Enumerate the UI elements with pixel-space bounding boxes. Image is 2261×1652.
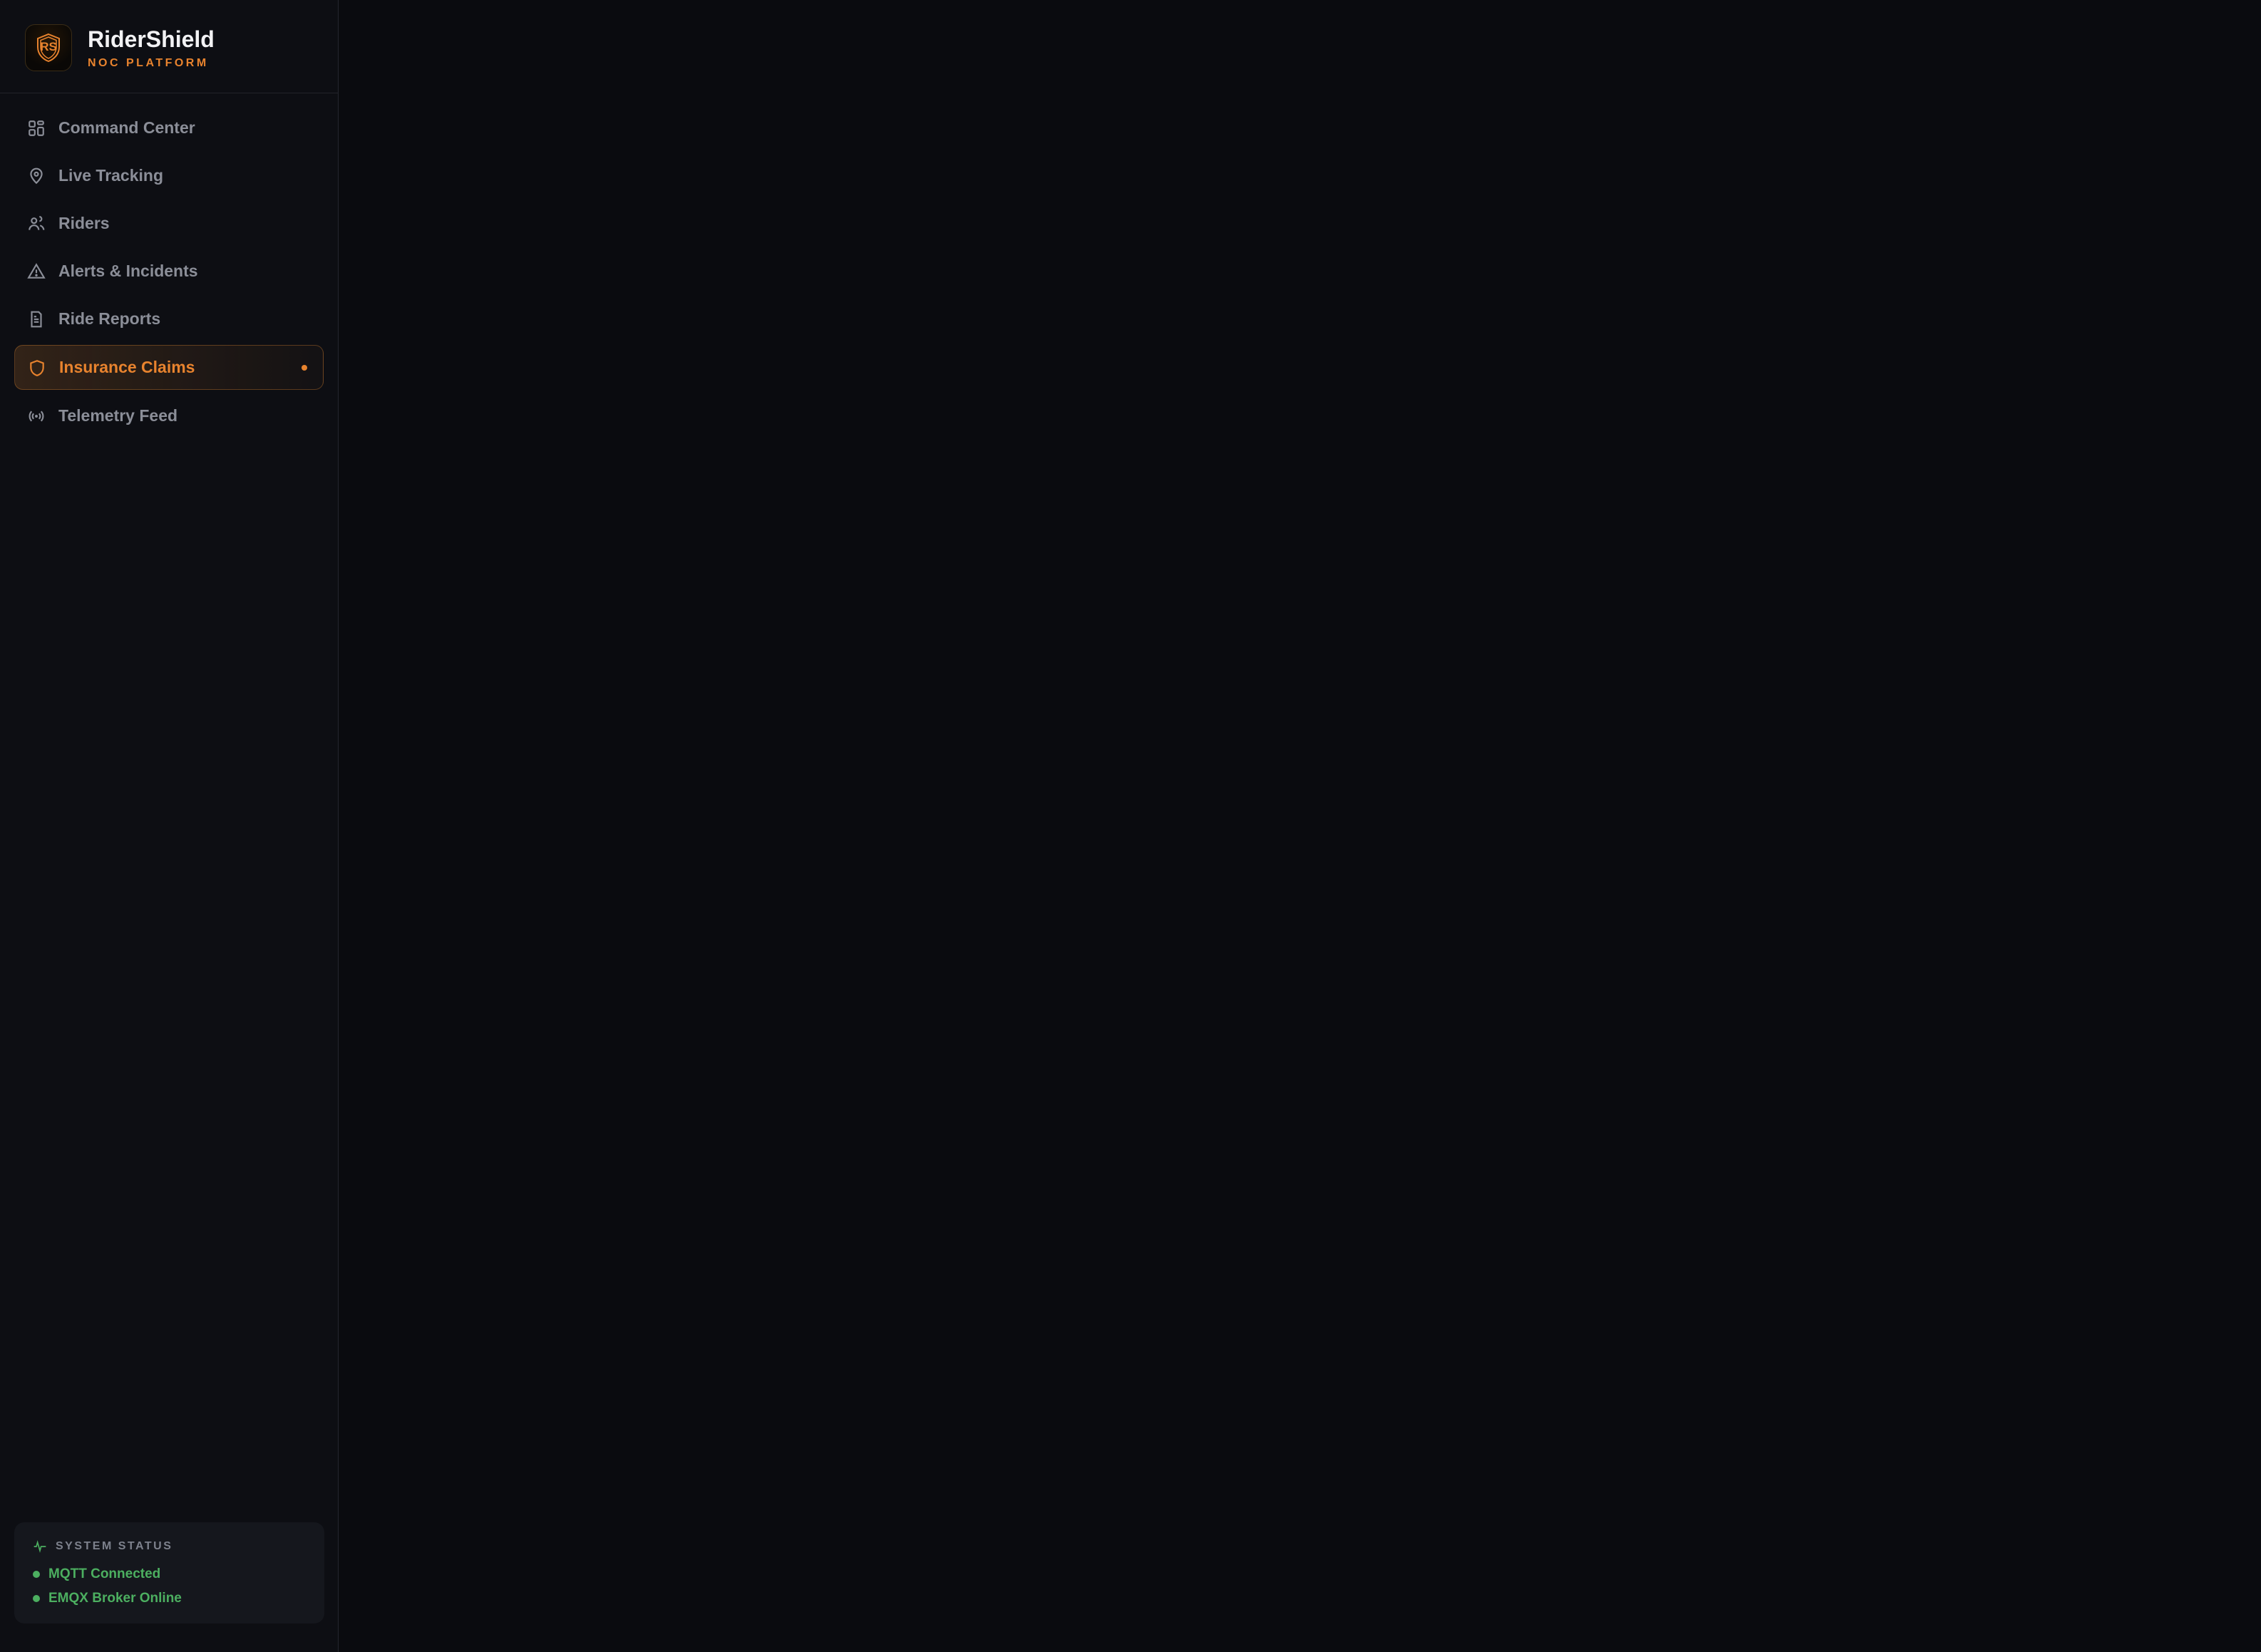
svg-text:RS: RS — [40, 40, 57, 53]
